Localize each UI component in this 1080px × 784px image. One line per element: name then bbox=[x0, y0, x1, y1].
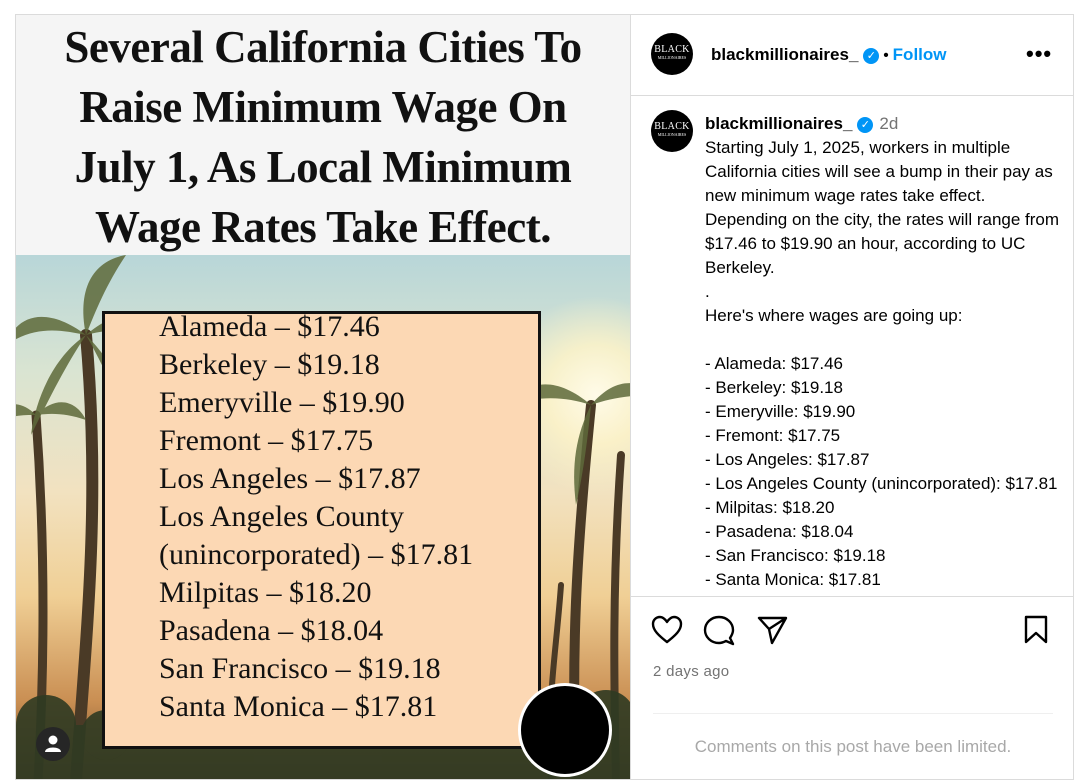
caption-dot: . bbox=[705, 282, 710, 301]
caption-list-item: - Milpitas: $18.20 bbox=[705, 498, 835, 517]
bookmark-icon[interactable] bbox=[1023, 615, 1049, 645]
comment-icon[interactable] bbox=[703, 615, 735, 647]
comments-limited-notice: Comments on this post have been limited. bbox=[694, 737, 1012, 756]
caption-username[interactable]: blackmillionaires_ bbox=[705, 114, 853, 133]
separator-dot: • bbox=[883, 47, 889, 64]
caption-list-item: - Los Angeles County (unincorporated): $… bbox=[705, 474, 1058, 493]
user-icon bbox=[45, 735, 61, 752]
wage-line: Emeryville – $19.90 bbox=[159, 386, 405, 419]
wage-line: Fremont – $17.75 bbox=[159, 424, 374, 457]
wage-line: (unincorporated) – $17.81 bbox=[159, 538, 474, 571]
caption-header-row: blackmillionaires_ ✓ 2d bbox=[705, 112, 1065, 136]
avatar-logo-text: BLACK bbox=[654, 121, 690, 132]
header-username-row: blackmillionaires_ ✓ • Follow bbox=[711, 45, 947, 65]
caption-text: blackmillionaires_ ✓ 2d Starting July 1, 2… bbox=[705, 112, 1065, 592]
caption-list-item: - Emeryville: $19.90 bbox=[705, 402, 856, 421]
wage-line: Pasadena – $18.04 bbox=[159, 614, 384, 647]
caption-list-item: - Fremont: $17.75 bbox=[705, 426, 841, 445]
caption-intro: Starting July 1, 2025, workers in multip… bbox=[705, 138, 1060, 277]
more-options-icon[interactable]: ••• bbox=[1026, 41, 1053, 66]
caption-list-item: - Los Angeles: $17.87 bbox=[705, 450, 870, 469]
post-image[interactable]: Several California Cities To Raise Minim… bbox=[16, 15, 630, 779]
caption-list-item: - San Francisco: $19.18 bbox=[705, 546, 886, 565]
share-icon[interactable] bbox=[757, 615, 789, 645]
wage-line: San Francisco – $19.18 bbox=[159, 652, 441, 685]
heart-icon[interactable] bbox=[651, 615, 683, 645]
wage-line: Alameda – $17.46 bbox=[159, 310, 380, 343]
caption-list-item: - Alameda: $17.46 bbox=[705, 354, 843, 373]
avatar-logo-subtext: MILLIONAIRES bbox=[657, 132, 687, 137]
headline-line: July 1, As Local Minimum bbox=[74, 142, 572, 192]
header-username[interactable]: blackmillionaires_ bbox=[711, 45, 859, 64]
wage-list-box bbox=[102, 311, 541, 749]
headline-line: Several California Cities To bbox=[64, 22, 582, 72]
caption-time[interactable]: 2d bbox=[879, 114, 899, 133]
follow-button[interactable]: Follow bbox=[892, 45, 947, 64]
caption-scroll-area[interactable]: BLACK MILLIONAIRES blackmillionaires_ ✓ 2d… bbox=[631, 96, 1073, 597]
post-image-headline: Several California Cities To Raise Minim… bbox=[16, 15, 630, 255]
avatar-logo-subtext: MILLIONAIRES bbox=[657, 55, 687, 60]
wage-line: Santa Monica – $17.81 bbox=[159, 690, 438, 723]
caption-list-item: - Santa Monica: $17.81 bbox=[705, 570, 881, 589]
wage-list: Alameda – $17.46 Berkeley – $19.18 Emery… bbox=[159, 308, 539, 726]
wage-line: Milpitas – $18.20 bbox=[159, 576, 372, 609]
caption-list-heading: Here's where wages are going up: bbox=[705, 306, 963, 325]
tagged-users-button[interactable] bbox=[36, 727, 70, 761]
post-card: Several California Cities To Raise Minim… bbox=[15, 14, 1074, 780]
verified-badge-icon: ✓ bbox=[863, 47, 880, 64]
post-details-panel: BLACK MILLIONAIRES blackmillionaires_ ✓ • F… bbox=[630, 15, 1073, 779]
overlay-black-circle bbox=[518, 683, 612, 777]
caption-list-item: - Berkeley: $19.18 bbox=[705, 378, 843, 397]
caption-avatar[interactable]: BLACK MILLIONAIRES bbox=[651, 110, 693, 152]
wage-line: Los Angeles – $17.87 bbox=[159, 462, 421, 495]
caption-list-item: - Pasadena: $18.04 bbox=[705, 522, 854, 541]
divider bbox=[653, 713, 1053, 714]
verified-badge-icon: ✓ bbox=[857, 116, 874, 133]
post-header: BLACK MILLIONAIRES blackmillionaires_ ✓ • F… bbox=[631, 15, 1073, 96]
wage-line: Berkeley – $19.18 bbox=[159, 348, 380, 381]
wage-line: Los Angeles County bbox=[159, 500, 404, 533]
headline-line: Raise Minimum Wage On bbox=[79, 82, 567, 132]
headline-line: Wage Rates Take Effect. bbox=[95, 202, 551, 252]
action-bar bbox=[631, 611, 1073, 651]
caption-spacer bbox=[705, 328, 1065, 352]
avatar-logo-text: BLACK bbox=[654, 44, 690, 55]
post-timestamp[interactable]: 2 days ago bbox=[653, 663, 730, 680]
account-avatar[interactable]: BLACK MILLIONAIRES bbox=[651, 33, 693, 75]
